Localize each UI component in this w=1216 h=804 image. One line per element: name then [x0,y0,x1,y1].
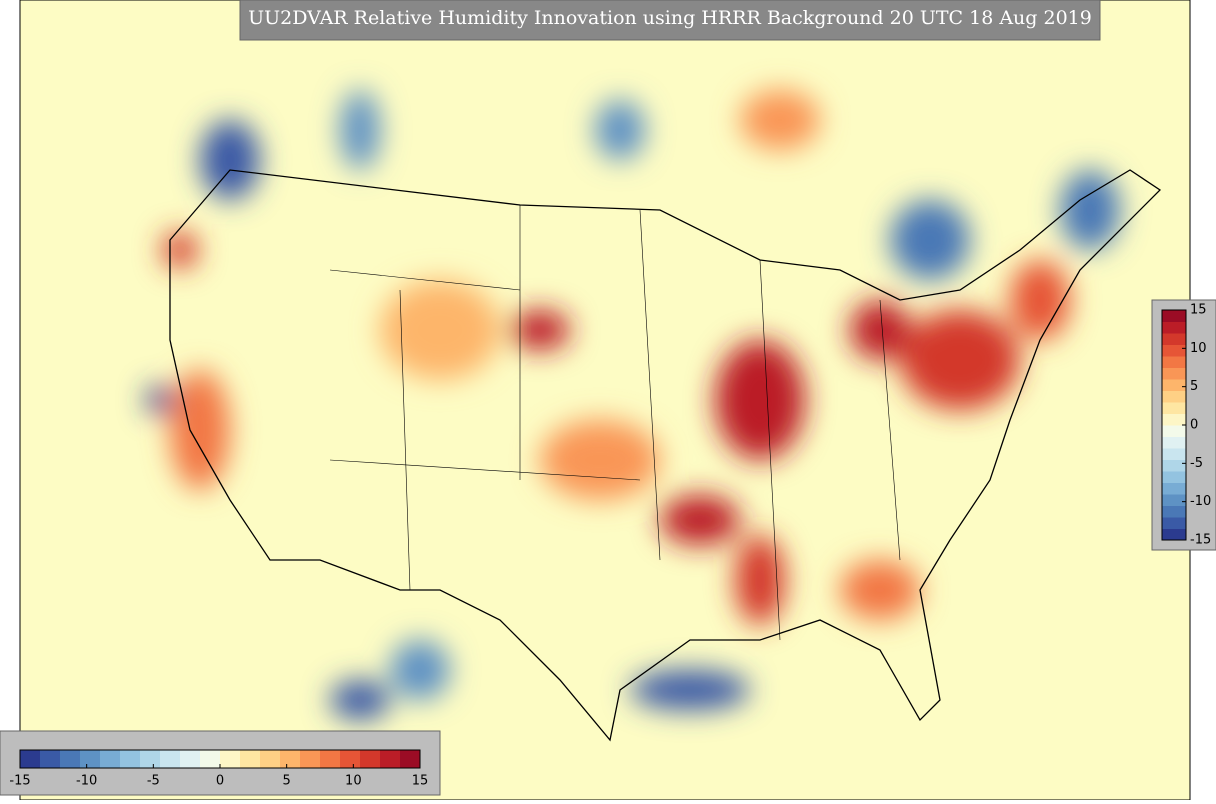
color-swatch [1162,321,1186,334]
color-swatch [1162,471,1186,483]
map-title: UU2DVAR Relative Humidity Innovation usi… [248,7,1092,29]
tick-label: 15 [412,774,429,789]
country-outline [169,169,1162,742]
color-swatch [140,750,161,768]
color-swatch [1162,333,1186,345]
tick-label: 0 [1190,418,1198,433]
color-swatch [1162,413,1186,426]
color-swatch [1162,448,1186,460]
title-box [239,0,1101,41]
color-swatch [400,750,421,768]
color-swatch [1162,402,1186,414]
tick-label: -15 [9,774,30,789]
tick-label: -10 [1190,494,1211,509]
color-swatch [1162,482,1186,495]
tick-label: 10 [1190,341,1207,356]
color-swatch [120,750,141,768]
tick-label: -5 [1190,456,1203,471]
color-swatch [380,750,401,768]
color-swatch [1162,390,1186,403]
color-swatch [360,750,381,768]
color-swatch [1162,379,1186,391]
color-swatch [260,750,281,768]
color-swatch [1162,425,1186,437]
color-swatch [1162,517,1186,529]
color-swatch [80,750,101,768]
color-swatch [1162,310,1186,322]
color-swatch [1162,344,1186,357]
color-swatch [180,750,201,768]
tick-label: 15 [1190,303,1207,318]
color-swatch [1162,367,1186,380]
color-swatch [280,750,301,768]
color-swatch [160,750,181,768]
tick-label: -5 [147,774,160,789]
color-swatch [340,750,361,768]
color-swatch [320,750,341,768]
color-swatch [300,750,321,768]
tick-label: 10 [345,774,362,789]
color-swatch [220,750,241,768]
humidity-field [146,90,1120,720]
tick-label: -10 [76,774,97,789]
color-swatch [60,750,81,768]
color-swatch [200,750,221,768]
color-swatch [1162,459,1186,472]
tick-label: -15 [1190,533,1211,548]
color-swatch [1162,505,1186,518]
tick-label: 5 [1190,379,1198,394]
color-swatch [1162,356,1186,368]
tick-label: 5 [283,774,291,789]
color-swatch [1162,494,1186,506]
color-swatch [240,750,261,768]
tick-label: 0 [216,774,224,789]
color-swatch [1162,436,1186,449]
color-swatch [40,750,61,768]
state-borders [329,205,901,641]
color-swatch [20,750,41,768]
color-swatch [1162,528,1186,541]
color-swatch [100,750,121,768]
